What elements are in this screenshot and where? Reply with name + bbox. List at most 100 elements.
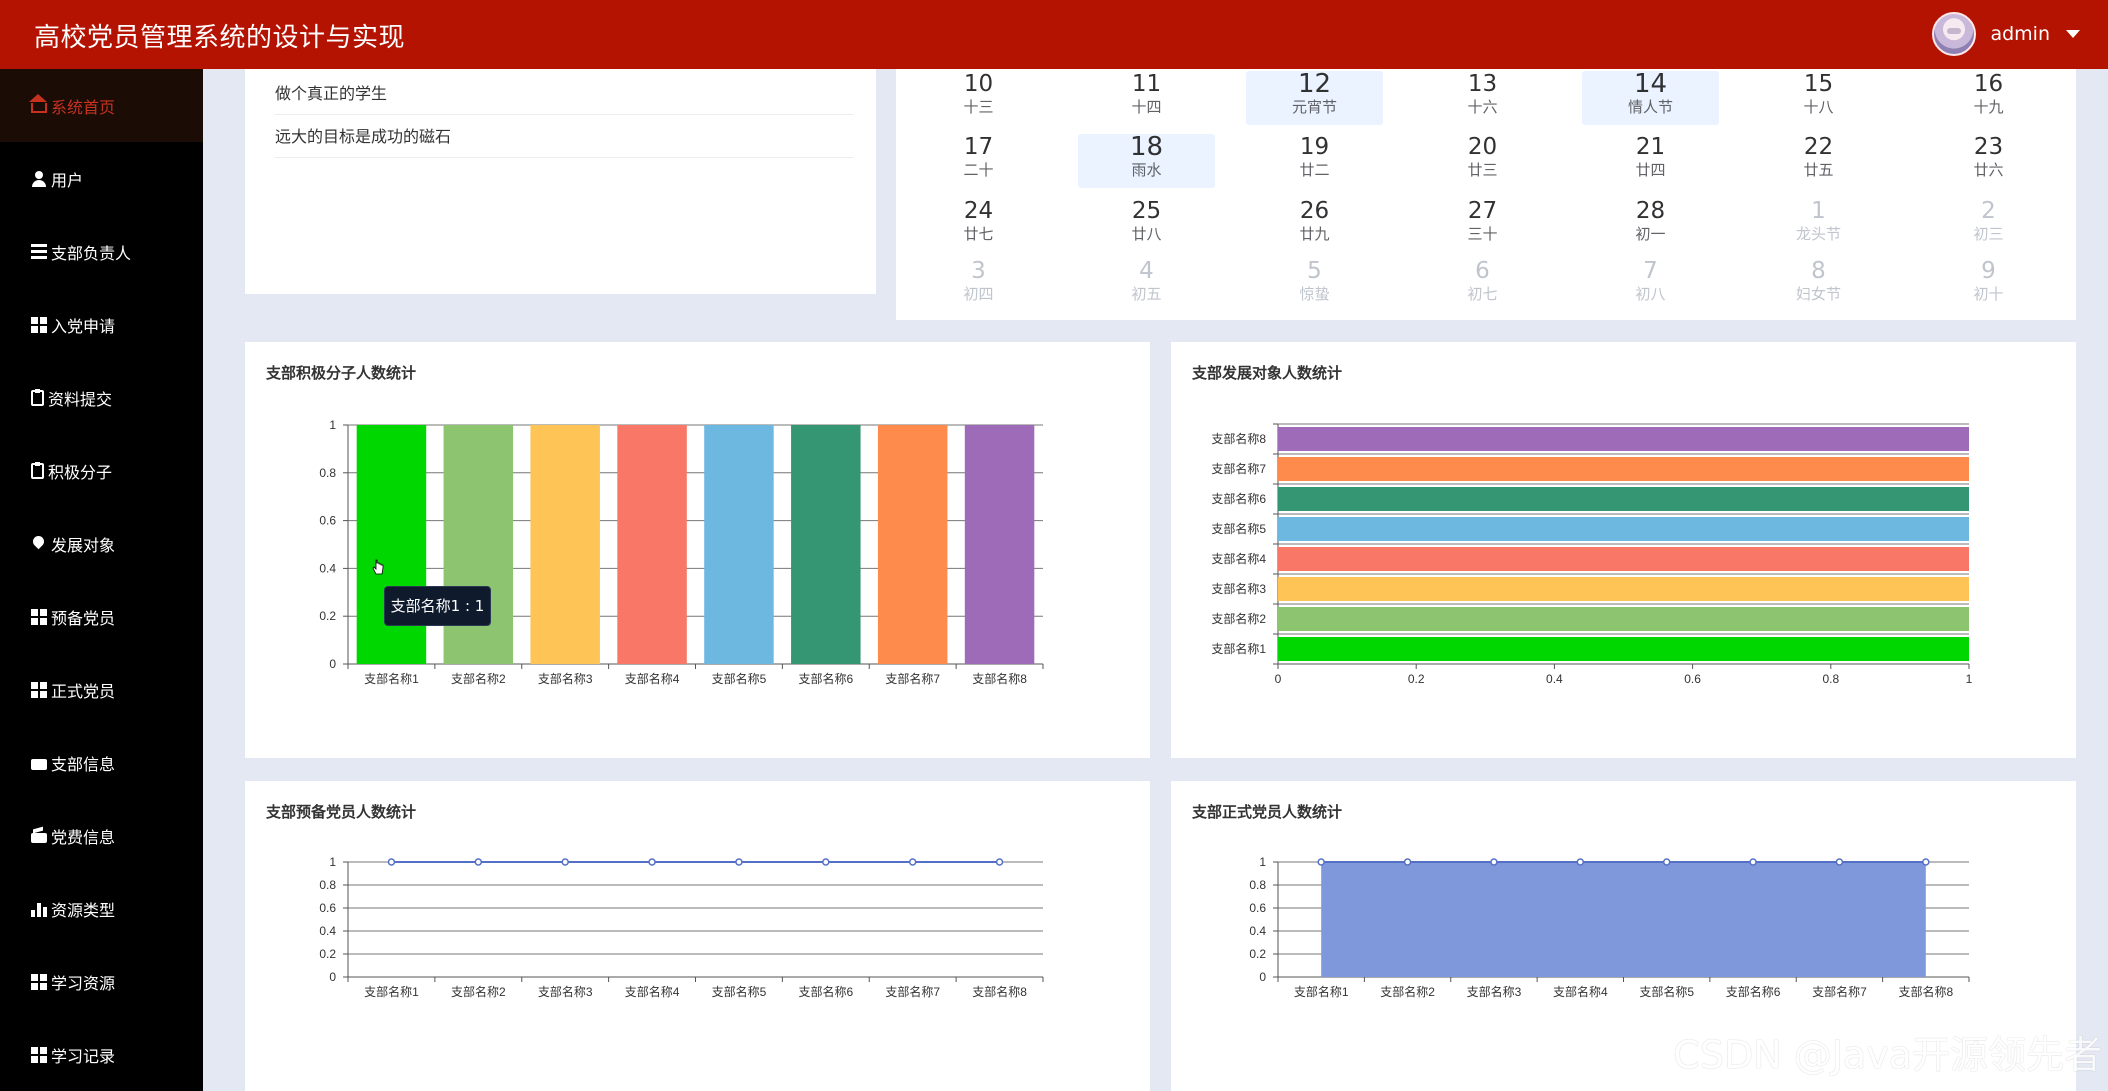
bar (356, 425, 427, 664)
caret-down-icon[interactable] (2066, 30, 2080, 38)
username[interactable]: admin (1990, 23, 2050, 45)
x-tick-label: 支部名称4 (625, 671, 680, 686)
watermark: CSDN @Java开源领先者 (1673, 1033, 2102, 1077)
calendar-day-number: 24 (963, 198, 994, 224)
chart-tooltip: 支部名称1 : 1 (384, 586, 491, 626)
calendar-lunar-date: 情人节 (1627, 98, 1673, 116)
data-point (648, 858, 656, 866)
sidebar-item[interactable]: 资源类型 (0, 872, 203, 945)
calendar-day[interactable]: 24 廿七 (910, 198, 1047, 252)
calendar-day[interactable]: 11 十四 (1078, 71, 1215, 125)
calendar-day[interactable]: 4 初五 (1078, 258, 1215, 312)
calendar-day[interactable]: 26 廿九 (1246, 198, 1383, 252)
calendar-day[interactable]: 5 惊蛰 (1246, 258, 1383, 312)
calendar-day[interactable]: 20 廿三 (1414, 134, 1551, 188)
calendar-day[interactable]: 23 廿六 (1920, 134, 2057, 188)
calendar-day-number: 16 (1973, 71, 2004, 97)
bar (617, 425, 687, 664)
calendar-day[interactable]: 21 廿四 (1582, 134, 1719, 188)
sidebar-item[interactable]: 积极分子 (0, 434, 203, 507)
app-title: 高校党员管理系统的设计与实现 (34, 23, 406, 53)
calendar-lunar-date: 初四 (963, 285, 994, 303)
calendar-lunar-date: 廿八 (1131, 225, 1162, 243)
calendar-card: 10 十三 11 十四 12 元宵节 13 十六 14 情人节 15 十八 16 十九 17 二十 18 雨水 19… (896, 69, 2076, 320)
data-point (995, 858, 1004, 866)
calendar-day[interactable]: 9 初十 (1920, 258, 2057, 312)
calendar-day[interactable]: 27 三十 (1414, 198, 1551, 252)
sidebar-item[interactable]: 入党申请 (0, 288, 203, 361)
data-point (735, 858, 743, 866)
sidebar-item[interactable]: 资料提交 (0, 361, 203, 434)
chart-title: 支部预备党员人数统计 (266, 803, 417, 821)
grid-icon (31, 973, 47, 990)
sidebar-item-label: 发展对象 (51, 535, 116, 555)
bar (1278, 427, 1969, 451)
sidebar-item[interactable]: 系统首页 (0, 69, 203, 142)
y-tick-label: 支部名称6 (1211, 491, 1266, 506)
sidebar-item[interactable]: 用户 (0, 142, 203, 215)
x-tick-label: 支部名称8 (1898, 984, 1953, 999)
avatar[interactable] (1932, 12, 1977, 56)
user-menu[interactable]: admin (1932, 10, 2080, 58)
candidates-horizontal-bar-chart: 0 0.2 0.4 0.6 0.8 1 支部名称1 支部名称2 支部名称3 支部名称4 支部名称5 支… (1211, 423, 1973, 686)
sidebar-item[interactable]: 支部信息 (0, 726, 203, 799)
calendar-day-number: 9 (1981, 258, 1996, 284)
calendar-day[interactable]: 6 初七 (1414, 258, 1551, 312)
x-tick-label: 支部名称6 (798, 671, 853, 686)
calendar-lunar-date: 雨水 (1131, 161, 1162, 179)
calendar-lunar-date: 初一 (1635, 225, 1666, 243)
data-point (1662, 858, 1671, 866)
calendar-day[interactable]: 16 十九 (1920, 71, 2057, 125)
notice-item[interactable]: 远大的目标是成功的磁石 (275, 116, 853, 158)
calendar-day[interactable]: 8 妇女节 (1750, 258, 1887, 312)
calendar-day[interactable]: 14 情人节 (1582, 71, 1719, 125)
calendar-lunar-date: 廿四 (1635, 161, 1666, 179)
x-tick-label: 支部名称3 (538, 671, 593, 686)
calendar-lunar-date: 十六 (1467, 98, 1498, 116)
calendar-day[interactable]: 2 初三 (1920, 198, 2057, 252)
calendar-day[interactable]: 3 初四 (910, 258, 1047, 312)
notice-item[interactable]: 做个真正的学生 (275, 73, 853, 115)
user-icon (31, 170, 47, 187)
calendar-day[interactable]: 19 廿二 (1246, 134, 1383, 188)
calendar-lunar-date: 龙头节 (1795, 225, 1841, 243)
y-tick-label: 支部名称2 (1211, 611, 1266, 626)
calendar-day[interactable]: 25 廿八 (1078, 198, 1215, 252)
calendar-day[interactable]: 10 十三 (910, 71, 1047, 125)
calendar-day[interactable]: 12 元宵节 (1246, 71, 1383, 125)
bar (443, 425, 514, 664)
calendar-day[interactable]: 18 雨水 (1078, 134, 1215, 188)
calendar-day[interactable]: 13 十六 (1414, 71, 1551, 125)
calendar-day[interactable]: 1 龙头节 (1750, 198, 1887, 252)
y-tick-label: 0.4 (319, 561, 336, 575)
notice-card: 做个真正的学生 远大的目标是成功的磁石 (245, 69, 876, 294)
sidebar-item-label: 正式党员 (51, 681, 116, 701)
x-tick-label: 支部名称6 (1726, 984, 1781, 999)
x-tick-label: 支部名称2 (451, 671, 506, 686)
wallet-icon (31, 833, 47, 843)
calendar-day[interactable]: 28 初一 (1582, 198, 1719, 252)
sidebar-item-label: 资源类型 (51, 900, 116, 920)
data-point (1835, 858, 1844, 866)
clipboard-icon (31, 388, 44, 406)
calendar-lunar-date: 初七 (1467, 285, 1498, 303)
calendar-day[interactable]: 7 初八 (1582, 258, 1719, 312)
probationary-line-chart: 0 0.2 0.4 0.6 0.8 1 支部名称1 支部名称2 支部名称3 支部名称4 支部名称5 支… (319, 855, 1044, 999)
y-tick-label: 0.6 (319, 901, 336, 915)
x-tick-label: 0.8 (1822, 672, 1839, 686)
sidebar-item[interactable]: 党费信息 (0, 799, 203, 872)
sidebar-item[interactable]: 学习资源 (0, 945, 203, 1018)
sidebar-item[interactable]: 发展对象 (0, 507, 203, 580)
calendar-day[interactable]: 15 十八 (1750, 71, 1887, 125)
sidebar-item[interactable]: 学习记录 (0, 1018, 203, 1091)
calendar-day[interactable]: 22 廿五 (1750, 134, 1887, 188)
y-tick-label: 支部名称5 (1211, 521, 1266, 536)
grid-icon (31, 316, 47, 333)
data-point (908, 858, 917, 866)
calendar-day-number: 2 (1981, 198, 1996, 224)
sidebar-item[interactable]: 预备党员 (0, 580, 203, 653)
calendar-day[interactable]: 17 二十 (910, 134, 1047, 188)
sidebar-item[interactable]: 正式党员 (0, 653, 203, 726)
calendar-day-number: 11 (1131, 71, 1162, 97)
sidebar-item[interactable]: 支部负责人 (0, 215, 203, 288)
